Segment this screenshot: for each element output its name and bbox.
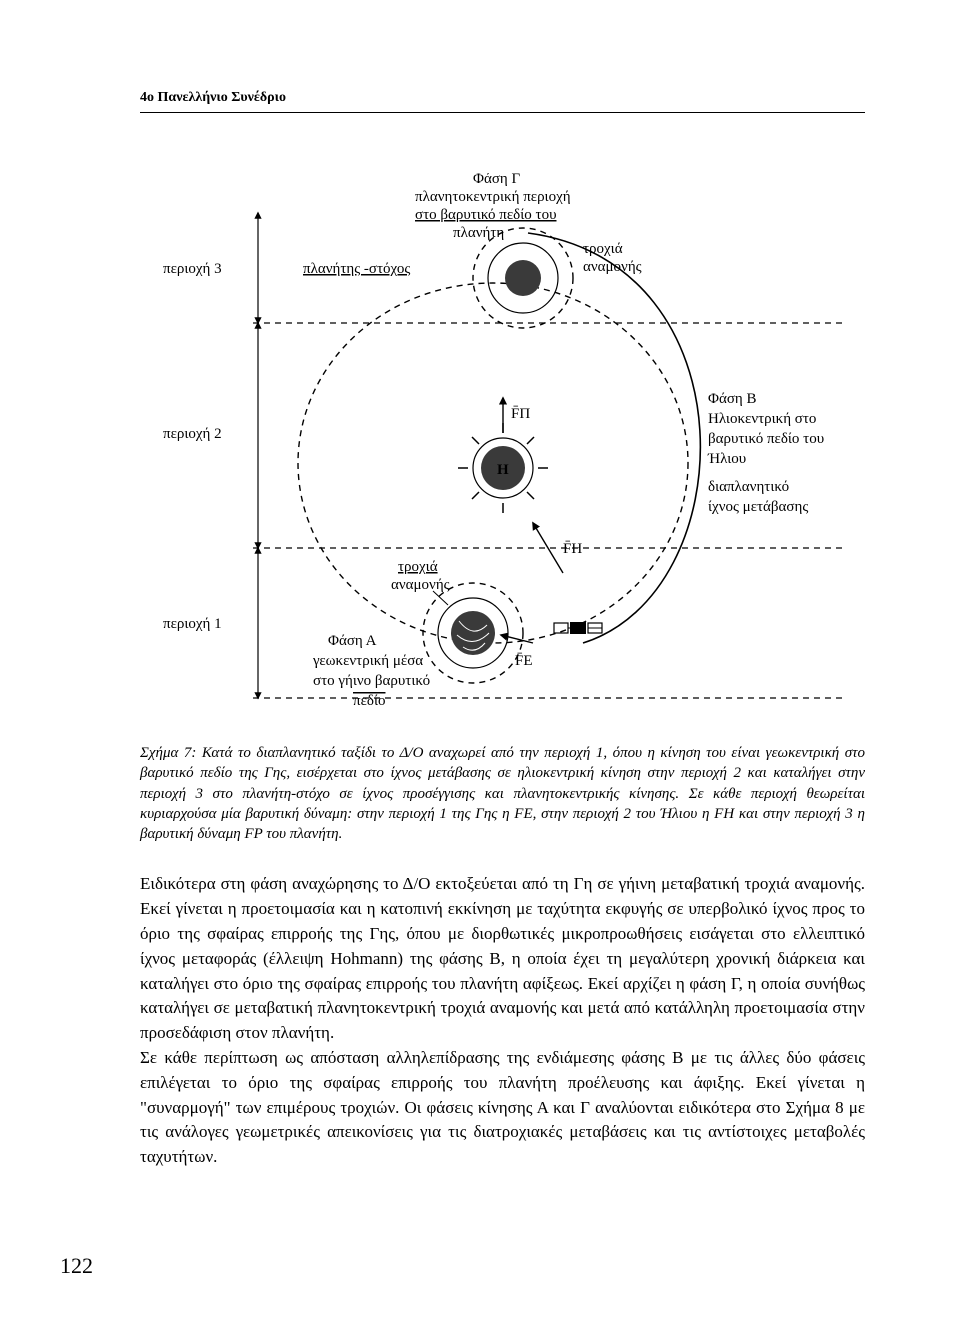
f-e-vector <box>501 635 533 643</box>
sun: H <box>458 423 548 513</box>
body-paragraph-1: Ειδικότερα στη φάση αναχώρησης το Δ/Ο εκ… <box>140 872 865 1046</box>
header-rule <box>140 112 865 113</box>
sun-letter: H <box>497 462 509 478</box>
running-header: 4ο Πανελλήνιο Συνέδριο <box>140 90 865 106</box>
earth-group <box>423 583 523 683</box>
phase-b-l4: Ήλιου <box>707 451 746 467</box>
wait-orbit-bot-pointer <box>433 591 448 605</box>
phase-c-l3: στο βαρυτικό πεδίο του <box>415 207 557 223</box>
wait-orbit-top-l1: τροχιά <box>583 241 623 257</box>
region2-label: περιοχή 2 <box>163 426 222 442</box>
phase-c-l2: πλανητοκεντρική περιοχή <box>415 189 571 205</box>
body-paragraph-2: Σε κάθε περίπτωση ως απόσταση αλληλεπίδρ… <box>140 1046 865 1170</box>
wait-orbit-bot-l2: αναμονής <box>391 577 450 593</box>
planet-target-label: πλανήτης -στόχος <box>303 261 410 277</box>
region1-label: περιοχή 1 <box>163 616 222 632</box>
figure-caption: Σχήμα 7: Κατά το διαπλανητικό ταξίδι το … <box>140 743 865 844</box>
f-e-label: F̄E <box>515 653 533 669</box>
phase-a-l2: γεωκεντρική μέσα <box>312 653 423 669</box>
f-pi-label: F̄Π <box>511 406 530 422</box>
wait-orbit-bot-l1: τροχιά <box>398 559 438 575</box>
phase-b-l2: Ηλιοκεντρική στο <box>708 411 816 427</box>
phase-c-l4: πλανήτη <box>453 225 504 241</box>
page: 4ο Πανελλήνιο Συνέδριο περιοχή 3 <box>0 0 960 1339</box>
f-h-label: F̄H <box>563 541 582 557</box>
figure-wrap: περιοχή 3 περιοχή 2 περιοχή 1 <box>140 173 865 713</box>
phase-a-l4: πεδίο <box>353 693 385 709</box>
phase-a-l3: στο γήινο βαρυτικό <box>313 673 430 689</box>
planet-target-group <box>473 228 573 328</box>
f-h-vector <box>533 523 563 573</box>
figure-diagram: περιοχή 3 περιοχή 2 περιοχή 1 <box>163 173 843 713</box>
phase-b-l1: Φάση Β <box>708 391 757 407</box>
wait-orbit-top-l2: αναμονής <box>583 259 642 275</box>
phase-b-l6: ίχνος μετάβασης <box>708 499 808 515</box>
phase-b-l5: διαπλανητικό <box>708 479 789 495</box>
page-number: 122 <box>60 1253 93 1279</box>
region3-label: περιοχή 3 <box>163 261 222 277</box>
phase-c-l1: Φάση Γ <box>473 173 521 187</box>
phase-a-l1: Φάση Α <box>328 633 377 649</box>
phase-b-l3: βαρυτικό πεδίο του <box>708 431 824 447</box>
